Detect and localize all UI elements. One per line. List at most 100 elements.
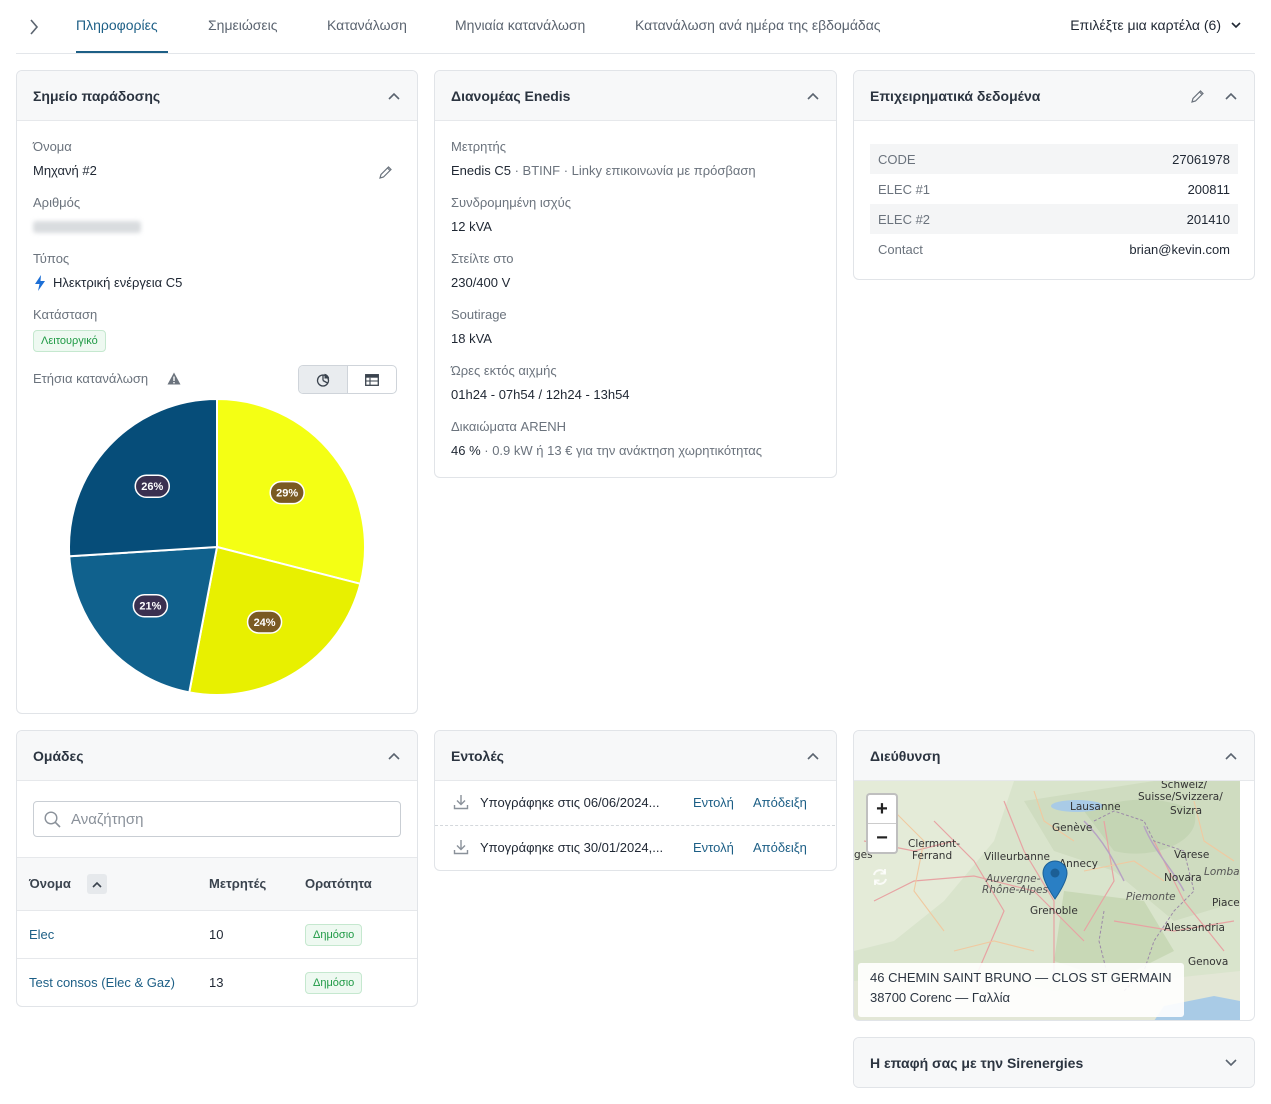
map-label: Svizra: [1170, 805, 1203, 817]
collapse-button[interactable]: [1222, 87, 1240, 105]
chart-view-toggle: [298, 365, 397, 394]
soutirage-label: Soutirage: [451, 307, 507, 322]
card-title: Η επαφή σας με την Sirenergies: [870, 1054, 1084, 1071]
order-mandate-link[interactable]: Εντολή: [693, 840, 734, 855]
meter-label: Μετρητής: [451, 139, 507, 154]
map-label: Genova: [1188, 956, 1229, 968]
card-title: Διεύθυνση: [870, 747, 941, 764]
active-tab-indicator: [76, 51, 168, 53]
map-label: Grenoble: [1030, 905, 1078, 917]
chevron-up-icon: [807, 752, 819, 760]
group-link[interactable]: Elec: [29, 927, 55, 942]
visibility-badge: Δημόσιο: [305, 972, 363, 994]
map-label: Piacer: [1212, 897, 1240, 909]
card-header: Η επαφή σας με την Sirenergies: [854, 1038, 1254, 1087]
group-meters: 13: [209, 975, 224, 990]
map-label: Alessandria: [1164, 922, 1225, 934]
map-label: Auvergne-: [986, 873, 1041, 885]
svg-text:21%: 21%: [139, 601, 161, 613]
map-label: Annecy: [1059, 858, 1098, 870]
status-badge: Λειτουργικό: [33, 330, 106, 352]
tab-consumption[interactable]: Κατανάλωση: [327, 17, 407, 33]
send-to-label: Στείλτε στο: [451, 251, 514, 266]
col-meters-header[interactable]: Μετρητές: [209, 876, 267, 891]
collapse-button[interactable]: [385, 87, 403, 105]
download-icon[interactable]: [453, 839, 469, 855]
address-map[interactable]: Schweiz/ Suisse/Svizzera/ Svizra Lausann…: [854, 781, 1240, 1020]
refresh-icon: [873, 869, 887, 885]
map-label: Lombar: [1204, 866, 1240, 878]
card-title: Διανομέας Enedis: [451, 87, 571, 104]
collapse-button[interactable]: [385, 747, 403, 765]
pie-slice-label: 24%: [246, 610, 283, 634]
enedis-card: Διανομέας Enedis Μετρητής Enedis C5 · BT…: [434, 70, 837, 478]
group-search: [33, 801, 401, 837]
search-input[interactable]: [71, 810, 371, 828]
expand-sidebar-button[interactable]: [24, 16, 44, 38]
pencil-icon: [1190, 89, 1204, 103]
col-name-header[interactable]: Όνομα: [29, 876, 71, 891]
pie-view-button[interactable]: [299, 366, 348, 393]
delivery-point-card: Σημείο παράδοσης Όνομα Μηχανή #2 Αριθμός…: [16, 70, 418, 714]
edit-business-data-button[interactable]: [1188, 87, 1206, 105]
card-title: Εντολές: [451, 747, 504, 764]
collapse-button[interactable]: [1222, 747, 1240, 765]
order-receipt-link[interactable]: Απόδειξη: [753, 840, 807, 855]
pie-slice[interactable]: [68, 545, 219, 694]
address-card: Διεύθυνση Schweiz/ Suisse/Svizzera/ Sviz…: [853, 730, 1255, 1021]
expand-button[interactable]: [1222, 1054, 1240, 1072]
chevron-up-icon: [92, 881, 102, 888]
offpeak-value: 01h24 - 07h54 / 12h24 - 13h54: [451, 387, 630, 402]
tab-weekday-consumption[interactable]: Κατανάλωση ανά ημέρα της εβδομάδας: [635, 17, 881, 33]
business-row-code: CODE 27061978: [870, 144, 1238, 174]
type-label: Τύπος: [33, 251, 70, 266]
map-label: Lausanne: [1070, 801, 1121, 813]
send-to-value: 230/400 V: [451, 275, 511, 290]
chevron-up-icon: [1225, 752, 1237, 760]
subscribed-power-label: Συνδρομημένη ισχύς: [451, 195, 571, 210]
soutirage-value: 18 kVA: [451, 331, 492, 346]
annual-consumption-pie-chart: 29% 24% 21% 26%: [68, 397, 366, 696]
zoom-out-button[interactable]: −: [876, 827, 888, 849]
business-data-card: Επιχειρηματικά δεδομένα CODE 27061978 EL…: [853, 70, 1255, 280]
table-view-button[interactable]: [348, 366, 396, 393]
arenh-label: Δικαιώματα ARENH: [451, 419, 567, 434]
business-key: CODE: [878, 151, 916, 167]
offpeak-label: Ώρες εκτός αιχμής: [451, 363, 557, 378]
address-overlay: 46 CHEMIN SAINT BRUNO — CLOS ST GERMAIN …: [858, 963, 1184, 1017]
download-icon[interactable]: [453, 794, 469, 810]
chevron-right-icon: [30, 19, 39, 35]
card-title: Ομάδες: [33, 747, 84, 764]
collapse-button[interactable]: [804, 747, 822, 765]
card-header: Ομάδες: [17, 731, 417, 781]
map-label: Suisse/Svizzera/: [1138, 791, 1223, 803]
meter-value: Enedis C5 · BTINF · Linky επικοινωνία με…: [451, 163, 756, 178]
business-value: 201410: [1186, 211, 1230, 227]
group-meters: 10: [209, 927, 224, 942]
order-mandate-link[interactable]: Εντολή: [693, 795, 734, 810]
map-label: Villeurbanne: [984, 851, 1051, 863]
tab-info[interactable]: Πληροφορίες: [76, 17, 158, 33]
order-receipt-link[interactable]: Απόδειξη: [753, 795, 807, 810]
business-row-contact: Contact brian@kevin.com: [870, 234, 1238, 264]
tab-select-label: Επιλέξτε μια καρτέλα (6): [1070, 17, 1221, 33]
group-link[interactable]: Test consos (Elec & Gaz): [29, 975, 175, 990]
zoom-in-button[interactable]: +: [868, 795, 896, 824]
arenh-detail: · 0.9 kW ή 13 € για την ανάκτηση χωρητικ…: [480, 443, 763, 458]
tab-notes[interactable]: Σημειώσεις: [208, 17, 278, 33]
chevron-up-icon: [1225, 92, 1237, 100]
map-label: Clermont-: [908, 838, 961, 850]
tab-select-dropdown[interactable]: Επιλέξτε μια καρτέλα (6): [1070, 17, 1241, 33]
sort-button[interactable]: [87, 874, 107, 894]
col-visibility-header[interactable]: Ορατότητα: [305, 876, 372, 891]
map-label: Varese: [1174, 849, 1210, 861]
collapse-button[interactable]: [804, 87, 822, 105]
tab-monthly-consumption[interactable]: Μηνιαία κατανάλωση: [455, 17, 586, 33]
location-pin-icon[interactable]: [1042, 860, 1068, 900]
business-value: 27061978: [1172, 151, 1230, 167]
edit-name-button[interactable]: [376, 163, 394, 181]
contact-card[interactable]: Η επαφή σας με την Sirenergies: [853, 1037, 1255, 1088]
svg-text:26%: 26%: [141, 481, 163, 493]
visibility-badge: Δημόσιο: [305, 924, 363, 946]
chevron-up-icon: [388, 92, 400, 100]
